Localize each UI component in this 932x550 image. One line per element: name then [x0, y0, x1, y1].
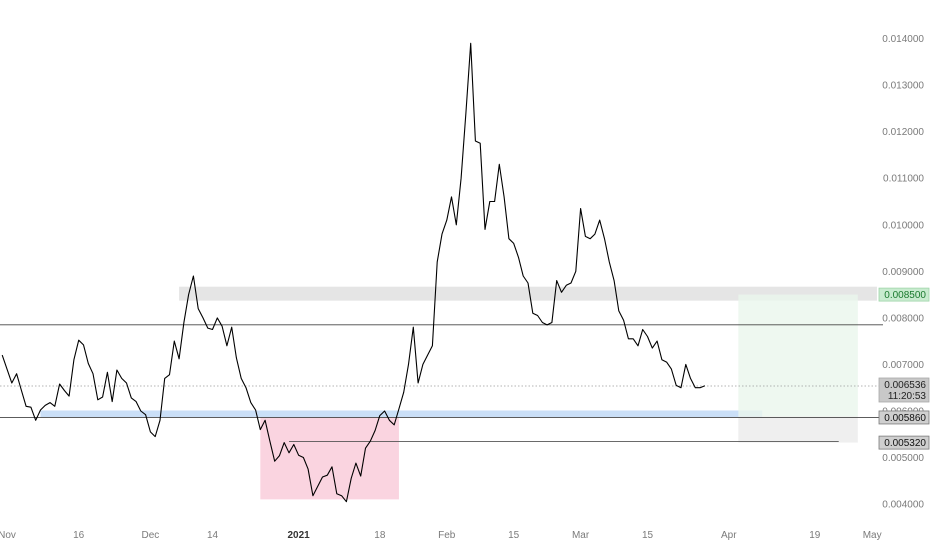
price-tag-value: 0.005320: [884, 438, 926, 449]
y-tick-label: 0.009000: [882, 267, 924, 278]
price-tag-box: [878, 435, 930, 450]
horizontal-lines-layer: [0, 324, 883, 442]
x-tick-label: Mar: [572, 530, 590, 541]
x-tick-label: Feb: [438, 530, 456, 541]
x-tick-label: 2021: [287, 530, 310, 541]
x-axis: Nov 16 Dec 14 2021 18 Feb 15 Mar 15 Apr 19 May: [0, 530, 882, 541]
x-tick-label: 14: [207, 530, 219, 541]
y-tick-label: 0.014000: [882, 34, 924, 45]
price-tag-2[interactable]: 0.005860: [878, 410, 930, 425]
y-tick-label: 0.013000: [882, 81, 924, 92]
price-tag-box: [878, 287, 930, 302]
x-tick-label: 15: [508, 530, 520, 541]
y-tick-label: 0.005000: [882, 453, 924, 464]
series-layer: [1, 42, 706, 503]
price-tag-3[interactable]: 0.005320: [878, 435, 930, 450]
y-tick-label: 0.012000: [882, 127, 924, 138]
y-axis: 0.0040000.0050000.0060000.0070000.008000…: [882, 34, 924, 510]
y-tick-label: 0.004000: [882, 500, 924, 511]
price-tag-box: [878, 410, 930, 425]
price-tag-value: 0.006536: [884, 380, 926, 391]
price-tag-countdown: 11:20:53: [888, 391, 927, 402]
price-line-series-0: [1, 42, 706, 503]
zone-2: [260, 417, 399, 500]
price-tag-0[interactable]: 0.008500: [878, 287, 930, 302]
y-tick-label: 0.007000: [882, 360, 924, 371]
zone-0: [179, 286, 877, 301]
y-tick-label: 0.008000: [882, 313, 924, 324]
price-tag-value: 0.005860: [884, 413, 926, 424]
x-tick-label: 15: [642, 530, 654, 541]
zone-1: [40, 410, 763, 418]
x-tick-label: Apr: [721, 530, 737, 541]
x-tick-label: Nov: [0, 530, 16, 541]
x-tick-label: 18: [374, 530, 386, 541]
price-tag-box: [878, 377, 930, 403]
zone-3: [738, 294, 858, 417]
x-tick-label: 19: [809, 530, 821, 541]
y-tick-label: 0.011000: [883, 174, 924, 185]
x-tick-label: May: [863, 530, 882, 541]
price-tag-value: 0.008500: [884, 290, 926, 301]
y-tick-label: 0.010000: [882, 220, 924, 231]
x-tick-label: Dec: [142, 530, 160, 541]
zone-4: [738, 416, 858, 443]
x-tick-label: 16: [73, 530, 85, 541]
zones-layer: [40, 286, 877, 500]
